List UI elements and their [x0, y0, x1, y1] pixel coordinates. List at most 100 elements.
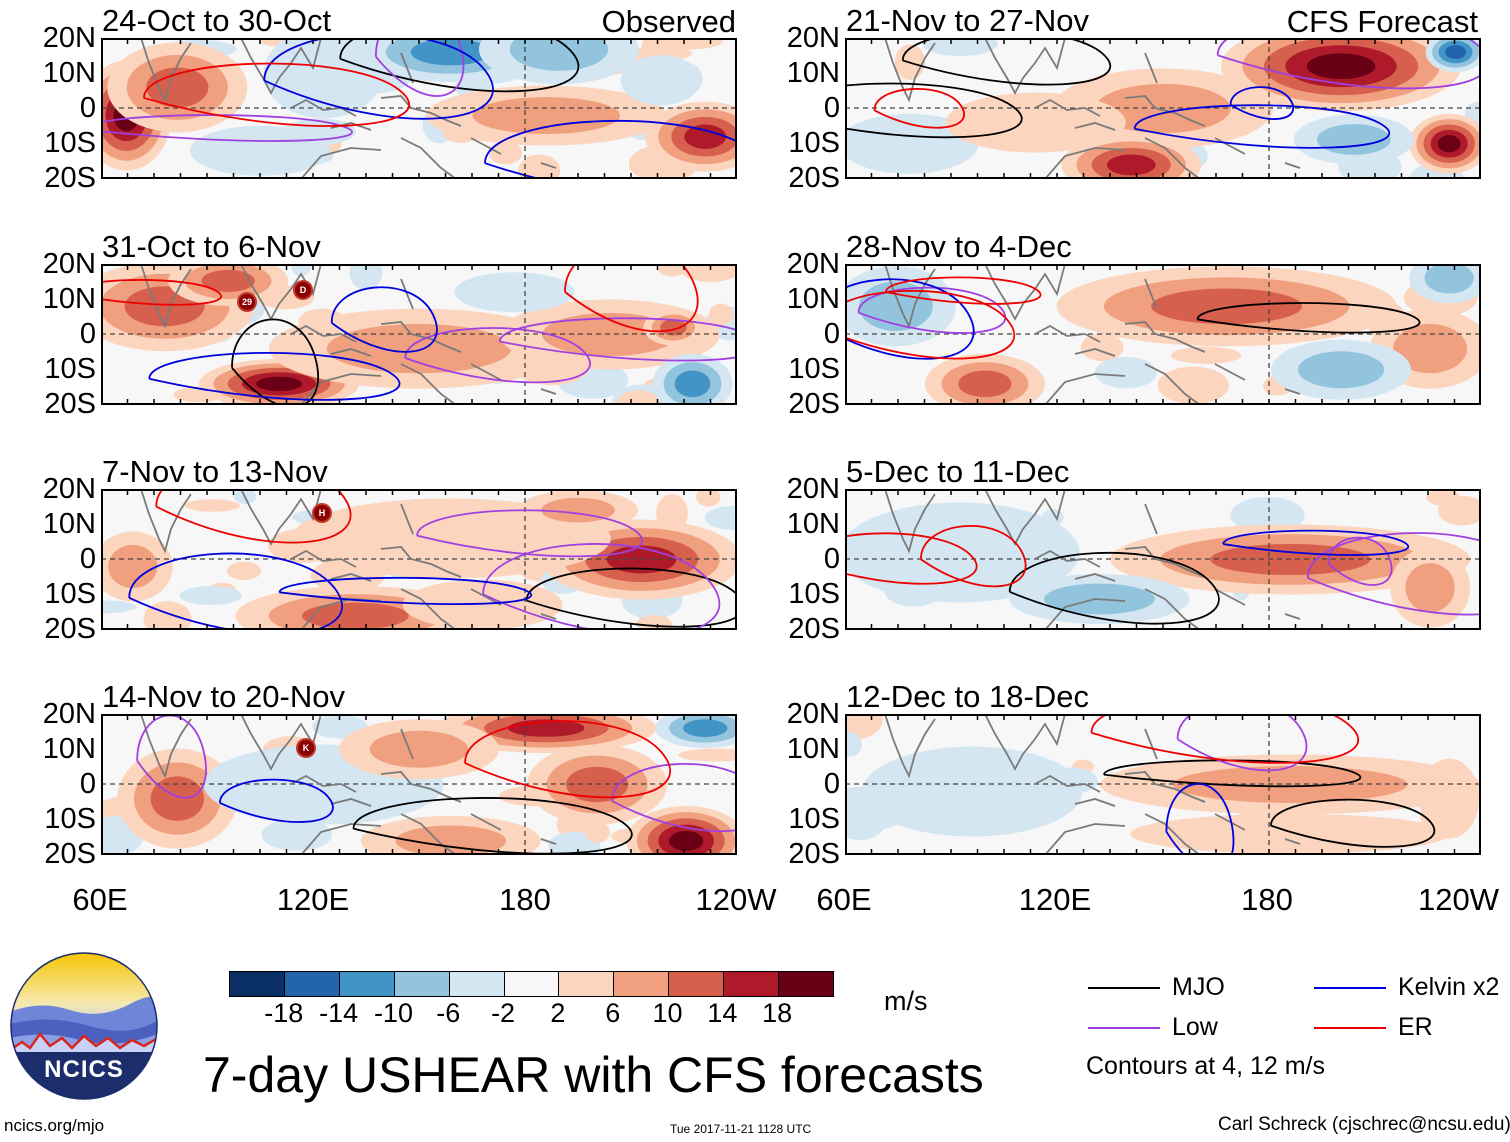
mjo-contour — [1270, 798, 1436, 848]
lat-tick: 0 — [79, 543, 96, 575]
shading-level-7 — [326, 323, 512, 374]
er-contour — [101, 279, 223, 306]
lat-tick: 10S — [788, 353, 840, 385]
coastline — [240, 714, 322, 771]
low-contour — [404, 327, 591, 384]
lat-tick: 10S — [788, 578, 840, 610]
storm-marker: H — [314, 505, 330, 521]
shading-level-4 — [862, 746, 1083, 837]
speckle-level-6 — [679, 264, 737, 282]
speckle-level-4 — [261, 818, 332, 851]
coastline — [1044, 813, 1201, 855]
kelvin-contour — [278, 576, 532, 606]
ncics-logo: NCICS — [10, 952, 158, 1100]
colorbar-swatch — [338, 972, 394, 996]
cfs-forecast-label: CFS Forecast — [1286, 4, 1478, 39]
low-contour — [374, 38, 465, 97]
speckle-level-6 — [708, 303, 734, 326]
panel-title: 12-Dec to 18-Dec — [846, 679, 1089, 714]
shading-level-7 — [472, 97, 621, 135]
map-panel — [845, 38, 1481, 179]
coastline — [470, 363, 557, 395]
coastline — [1214, 363, 1301, 395]
shading-level-8 — [201, 269, 255, 293]
coastline — [300, 813, 457, 855]
shading-level-4 — [845, 113, 979, 174]
lon-tick-120w-right: 120W — [1418, 882, 1499, 917]
panel-title: 24-Oct to 30-Oct — [102, 3, 332, 38]
low-contour — [416, 509, 643, 558]
colorbar-swatch — [778, 972, 833, 996]
shading-level-4 — [454, 272, 575, 313]
coastline — [470, 137, 557, 169]
colorbar-tick-label: 6 — [605, 998, 621, 1028]
er-contour — [845, 289, 1015, 360]
coastline — [884, 38, 936, 103]
kelvin-contour — [128, 552, 343, 630]
lat-tick: 20S — [788, 162, 840, 194]
lat-tick: 20S — [788, 613, 840, 645]
shading-level-8 — [1151, 288, 1303, 325]
lat-tick: 10N — [42, 733, 96, 765]
coastline — [1044, 363, 1201, 405]
panel-title: 7-Nov to 13-Nov — [102, 454, 328, 489]
colorbar-swatch — [283, 972, 339, 996]
coastline — [1214, 813, 1301, 845]
footer-credit: Carl Schreck (cjschrec@ncsu.edu) — [1218, 1114, 1510, 1135]
shading-level-2 — [410, 38, 491, 66]
colorbar-swatch — [723, 972, 779, 996]
kelvin-contour — [1229, 86, 1294, 120]
lat-tick: 20N — [42, 22, 96, 54]
lat-tick: 0 — [823, 543, 840, 575]
colorbar — [229, 971, 834, 997]
shading-level-10 — [256, 376, 302, 391]
lat-tick: 20S — [44, 388, 96, 420]
colorbar-tick-label: -6 — [436, 998, 461, 1028]
colorbar-swatch — [503, 972, 559, 996]
coastline — [380, 278, 462, 353]
coastline — [1034, 324, 1116, 357]
mjo-contour — [845, 82, 1023, 139]
low-contour — [1216, 38, 1481, 90]
colorbar-tick-label: 10 — [652, 998, 683, 1028]
lat-tick: 10N — [786, 508, 840, 540]
kelvin-contour — [330, 286, 438, 353]
coastline — [1034, 774, 1116, 807]
er-contour — [873, 88, 965, 129]
coastline — [240, 38, 322, 95]
coastline — [984, 264, 1066, 321]
lat-tick: 20N — [786, 22, 840, 54]
coastline — [140, 38, 192, 103]
er-contour — [143, 62, 410, 127]
coastline — [140, 714, 192, 779]
shading-level-1 — [1445, 45, 1466, 60]
speckle-level-6 — [488, 141, 523, 165]
lat-tick: 20S — [788, 838, 840, 870]
shading-level-7 — [1393, 323, 1468, 374]
map-panel — [101, 714, 737, 855]
kelvin-contour — [484, 119, 737, 179]
er-contour — [845, 532, 978, 585]
lat-tick: 0 — [823, 92, 840, 124]
coastline — [380, 503, 462, 578]
mjo-contour — [1196, 302, 1421, 334]
shading-level-3 — [1316, 124, 1391, 155]
lon-tick-180-left: 180 — [499, 882, 551, 917]
shading-level-7 — [1405, 563, 1455, 613]
speckle-level-6 — [585, 822, 611, 843]
speckle-level-4 — [349, 264, 383, 290]
coastline — [1214, 588, 1301, 620]
shading-level-7 — [369, 730, 469, 768]
kelvin-contour — [1133, 104, 1390, 149]
lon-tick-120w-left: 120W — [695, 882, 777, 917]
coastline — [140, 264, 192, 329]
coastline — [1214, 137, 1301, 169]
low-contour — [1327, 536, 1393, 586]
lat-tick: 10N — [42, 508, 96, 540]
lat-tick: 10S — [44, 578, 96, 610]
shading-level-3 — [1424, 264, 1474, 294]
lon-tick-60e-left: 60E — [72, 882, 128, 917]
coastline — [984, 38, 1066, 95]
footer-url: ncics.org/mjo — [4, 1116, 105, 1135]
lat-tick: 10S — [44, 353, 96, 385]
